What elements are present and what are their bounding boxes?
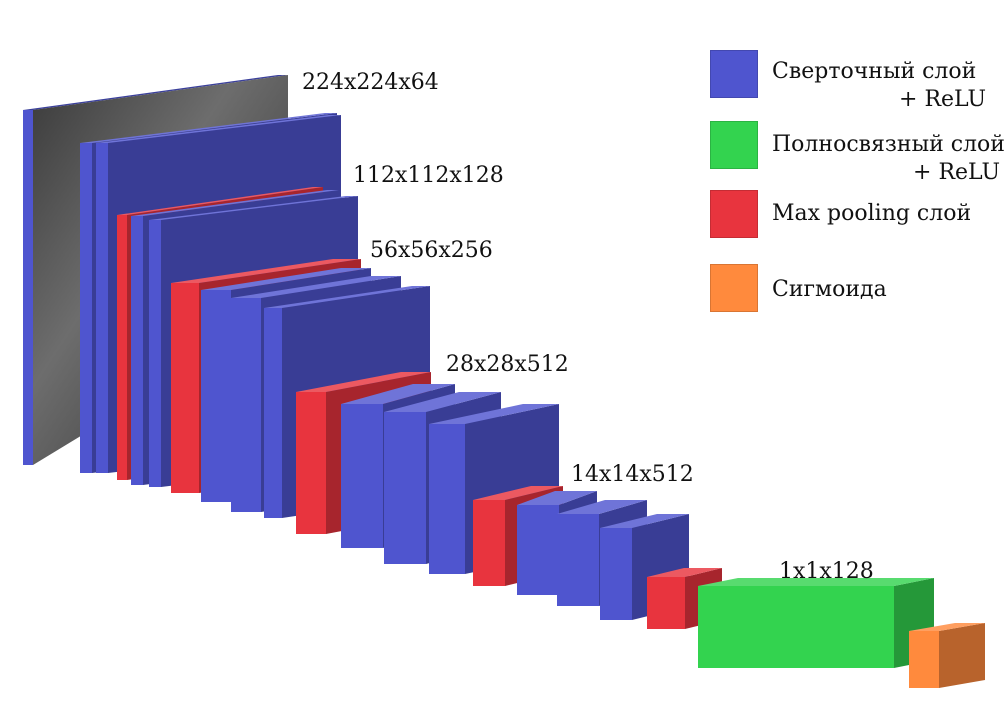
- legend-line1: Max pooling слой: [772, 201, 972, 226]
- block-front-face: [201, 290, 231, 502]
- block-top-face: [231, 276, 401, 298]
- block-front-face: [171, 283, 199, 493]
- block-top-face: [296, 372, 431, 392]
- block-top-face: [698, 578, 934, 586]
- legend-swatch-pool: [710, 190, 758, 238]
- block-front-face: [909, 631, 939, 688]
- legend-line1: Сверточный слой: [772, 59, 977, 84]
- block-top-face: [117, 187, 323, 215]
- block-front-face: [473, 500, 505, 586]
- dim-label-112: 112x112x128: [353, 163, 504, 188]
- block-front-face: [131, 216, 143, 485]
- layer-block-fc: [698, 578, 934, 668]
- block-top-face: [600, 514, 689, 528]
- block-top-face: [429, 404, 559, 424]
- legend-line1: Полносвязный слой: [772, 132, 1005, 157]
- block-front-face: [231, 298, 261, 512]
- block-side-face: [939, 623, 985, 688]
- block-top-face: [647, 568, 722, 577]
- block-top-face: [96, 115, 341, 143]
- block-top-face: [80, 113, 337, 143]
- block-front-face: [264, 308, 282, 518]
- legend-line2: + ReLU: [899, 87, 986, 112]
- legend-label-fc: Полносвязный слой + ReLU: [772, 131, 1005, 187]
- legend-swatch-sigmoid: [710, 264, 758, 312]
- block-top-face: [517, 491, 597, 505]
- block-front-face: [647, 577, 685, 629]
- block-top-face: [149, 196, 358, 220]
- block-top-face: [264, 286, 430, 308]
- block-front-face: [80, 143, 92, 473]
- legend-swatch-conv: [710, 50, 758, 98]
- dim-label-1: 1x1x128: [779, 559, 874, 584]
- block-front-face: [384, 412, 426, 564]
- block-top-face: [341, 384, 455, 404]
- legend-label-sigmoid: Сигмоида: [772, 276, 887, 304]
- block-front-face: [600, 528, 632, 620]
- dim-label-14: 14x14x512: [571, 462, 694, 487]
- block-front-face: [341, 404, 383, 548]
- block-front-face: [96, 143, 108, 473]
- block-front-face: [429, 424, 465, 574]
- block-top-face: [557, 500, 647, 514]
- block-front-face: [557, 514, 599, 606]
- block-top-face: [384, 392, 501, 412]
- block-top-face: [171, 259, 361, 283]
- dim-label-56: 56x56x256: [370, 238, 493, 263]
- block-front-face: [117, 215, 127, 480]
- block-front-face: [149, 220, 161, 487]
- dim-label-224: 224x224x64: [302, 70, 439, 95]
- dim-label-28: 28x28x512: [446, 352, 569, 377]
- legend-line1: Сигмоида: [772, 277, 887, 302]
- legend-label-pool: Max pooling слой: [772, 200, 971, 228]
- block-front-face: [517, 505, 559, 595]
- block-top-face: [909, 623, 985, 631]
- block-front-face: [698, 586, 894, 668]
- layer-block-sigmoid: [909, 623, 985, 688]
- block-front-face: [296, 392, 326, 534]
- block-top-face: [201, 268, 371, 290]
- block-top-face: [131, 190, 339, 216]
- legend-swatch-fc: [710, 121, 758, 169]
- legend-line2: + ReLU: [913, 160, 1000, 185]
- block-top-face: [473, 486, 563, 500]
- legend-label-conv: Сверточный слой + ReLU: [772, 58, 986, 114]
